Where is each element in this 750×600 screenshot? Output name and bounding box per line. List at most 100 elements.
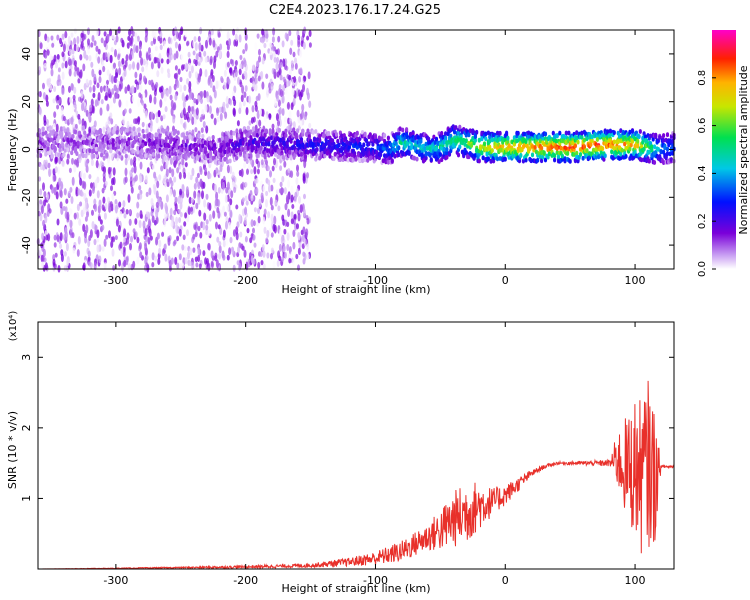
heatmap-noise-cell (168, 85, 172, 95)
heatmap-noise-cell (285, 194, 289, 204)
heatmap-noise-cell (63, 188, 67, 196)
heatmap-noise-cell (279, 89, 283, 98)
colorbar-ticks: 0.00.20.40.60.8 (697, 70, 716, 277)
heatmap-noise-cell (292, 51, 296, 58)
heatmap-ridge-cell (624, 154, 628, 159)
heatmap-noise-cell (278, 255, 282, 262)
heatmap-noise-cell (240, 168, 244, 178)
heatmap-noise-cell (223, 211, 227, 217)
heatmap-ridge-cell (350, 152, 354, 158)
heatmap-ridge-cell (137, 132, 141, 138)
heatmap-ridge-cell (58, 147, 62, 153)
heatmap-noise-cell (234, 68, 238, 78)
heatmap-ridge-cell (126, 131, 130, 137)
heatmap-ridge-cell (258, 149, 262, 155)
heatmap-ridge-cell (141, 142, 145, 148)
heatmap-ridge-cell (436, 140, 440, 146)
heatmap-noise-cell (222, 254, 226, 261)
heatmap-noise-cell (277, 119, 280, 127)
heatmap-noise-cell (293, 76, 297, 83)
heatmap-noise-cell (282, 245, 286, 252)
heatmap-noise-cell (68, 207, 72, 216)
heatmap-noise-cell (286, 92, 290, 100)
heatmap-noise-cell (257, 75, 261, 82)
heatmap-noise-cell (111, 193, 115, 201)
heatmap-ridge-cell (445, 147, 449, 152)
heatmap-noise-cell (290, 194, 294, 203)
heatmap-noise-cell (229, 209, 233, 218)
heatmap-noise-cell (79, 71, 83, 79)
heatmap-noise-cell (53, 111, 57, 118)
heatmap-noise-cell (204, 104, 208, 112)
heatmap-noise-cell (254, 83, 258, 92)
heatmap-noise-cell (166, 58, 170, 65)
heatmap-ridge-cell (469, 143, 474, 148)
heatmap-noise-cell (233, 186, 237, 194)
heatmap-noise-cell (205, 219, 209, 225)
y-tick-label: -40 (20, 236, 33, 254)
heatmap-noise-cell (66, 221, 70, 230)
heatmap-ridge-cell (311, 130, 315, 135)
heatmap-noise-cell (301, 110, 304, 119)
heatmap-noise-cell (245, 158, 249, 165)
heatmap-ridge-cell (201, 143, 205, 149)
heatmap-noise-cell (179, 84, 183, 93)
heatmap-noise-cell (67, 35, 71, 45)
heatmap-noise-cell (183, 172, 187, 179)
heatmap-noise-cell (153, 171, 157, 179)
heatmap-noise-cell (131, 85, 135, 94)
heatmap-ridge-cell (467, 132, 471, 137)
heatmap-noise-cell (221, 131, 224, 138)
heatmap-noise-cell (265, 190, 269, 197)
heatmap-noise-cell (229, 236, 233, 244)
heatmap-noise-cell (243, 217, 247, 226)
heatmap-ridge-cell (264, 141, 268, 147)
heatmap-ridge-cell (634, 153, 639, 159)
heatmap-noise-cell (266, 86, 270, 94)
heatmap-noise-cell (93, 40, 97, 47)
heatmap-noise-cell (156, 180, 160, 189)
heatmap-noise-cell (192, 247, 196, 253)
heatmap-noise-cell (83, 82, 87, 91)
heatmap-noise-cell (104, 202, 108, 210)
heatmap-ridge-cell (242, 153, 246, 159)
heatmap-noise-cell (174, 65, 178, 71)
heatmap-noise-cell (102, 176, 106, 183)
heatmap-noise-cell (197, 35, 201, 43)
heatmap-noise-cell (138, 242, 142, 250)
heatmap-ridge-cell (41, 126, 45, 132)
heatmap-ridge-cell (602, 157, 606, 162)
heatmap-ridge-cell (554, 138, 558, 144)
heatmap-ridge-cell (70, 138, 74, 143)
heatmap-noise-cell (156, 57, 160, 64)
heatmap-noise-cell (181, 64, 184, 71)
heatmap-ridge-cell (292, 127, 296, 133)
heatmap-noise-cell (278, 83, 282, 90)
heatmap-noise-cell (117, 224, 121, 233)
heatmap-ridge-cell (567, 130, 571, 136)
heatmap-noise-cell (291, 203, 295, 210)
heatmap-noise-cell (68, 85, 71, 93)
heatmap-noise-cell (130, 186, 134, 194)
heatmap-noise-cell (44, 262, 48, 271)
heatmap-noise-cell (139, 210, 143, 219)
heatmap-ridge-cell (458, 144, 462, 150)
heatmap-ridge-cell (562, 133, 566, 139)
heatmap-noise-cell (114, 48, 117, 58)
heatmap-noise-cell (73, 112, 77, 120)
heatmap-noise-cell (91, 35, 95, 42)
heatmap-noise-cell (41, 232, 45, 241)
heatmap-ridge-cell (70, 150, 74, 156)
heatmap-noise-cell (97, 92, 101, 101)
heatmap-ridge-cell (303, 154, 307, 160)
heatmap-noise-cell (59, 201, 63, 209)
heatmap-ridge-cell (612, 146, 616, 152)
heatmap-noise-cell (182, 107, 186, 116)
heatmap-ridge-cell (262, 137, 266, 142)
heatmap-ridge-cell (362, 152, 366, 158)
heatmap-ridge-cell (115, 149, 119, 155)
heatmap-noise-cell (213, 89, 217, 99)
heatmap-noise-cell (191, 167, 195, 177)
heatmap-noise-cell (185, 186, 189, 195)
